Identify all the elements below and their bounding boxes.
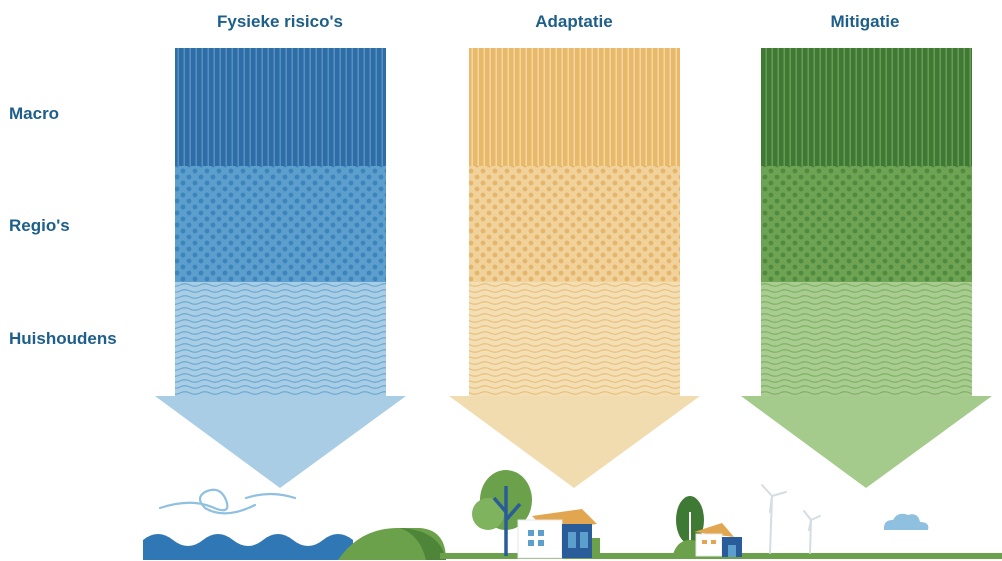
row-label-macro: Macro bbox=[9, 104, 60, 123]
column-title-fysieke-risicos: Fysieke risico's bbox=[217, 12, 343, 31]
arrow-fysieke-risicos-regios-band bbox=[175, 166, 386, 282]
water-waves-icon bbox=[143, 534, 353, 560]
arrow-mitigatie-head bbox=[741, 396, 992, 488]
cloud-icon bbox=[884, 513, 929, 530]
arrow-fysieke-risicos bbox=[155, 48, 406, 488]
arrow-fysieke-risicos-head bbox=[155, 396, 406, 488]
column-title-mitigatie: Mitigatie bbox=[830, 12, 900, 31]
column-title-adaptatie: Adaptatie bbox=[535, 12, 613, 31]
wind-line-icon bbox=[244, 492, 297, 500]
arrow-adaptatie-macro-band bbox=[469, 48, 680, 166]
small-house-icon bbox=[695, 533, 723, 557]
arrow-mitigatie-macro-band bbox=[761, 48, 972, 166]
arrow-mitigatie bbox=[741, 48, 992, 488]
arrow-fysieke-risicos-huishoudens-band bbox=[175, 282, 386, 396]
arrow-fysieke-risicos-macro-band bbox=[175, 48, 386, 166]
row-label-huishoudens: Huishoudens bbox=[9, 329, 117, 348]
house-icon bbox=[517, 519, 563, 559]
arrow-adaptatie-huishoudens-band bbox=[469, 282, 680, 396]
small-house-roof-icon bbox=[694, 523, 734, 537]
arrow-adaptatie-regios-band bbox=[469, 166, 680, 282]
wind-swirl-icon bbox=[158, 488, 257, 515]
arrow-mitigatie-regios-band bbox=[761, 166, 972, 282]
row-label-regios: Regio's bbox=[9, 216, 70, 235]
arrow-adaptatie bbox=[449, 48, 700, 488]
arrow-mitigatie-huishoudens-band bbox=[761, 282, 972, 396]
wind-turbine-small-icon bbox=[803, 510, 821, 554]
hill-shade-icon bbox=[400, 528, 446, 560]
arrow-adaptatie-head bbox=[449, 396, 700, 488]
landscape-illustration bbox=[143, 470, 1002, 560]
wind-turbine-icon bbox=[761, 484, 787, 554]
